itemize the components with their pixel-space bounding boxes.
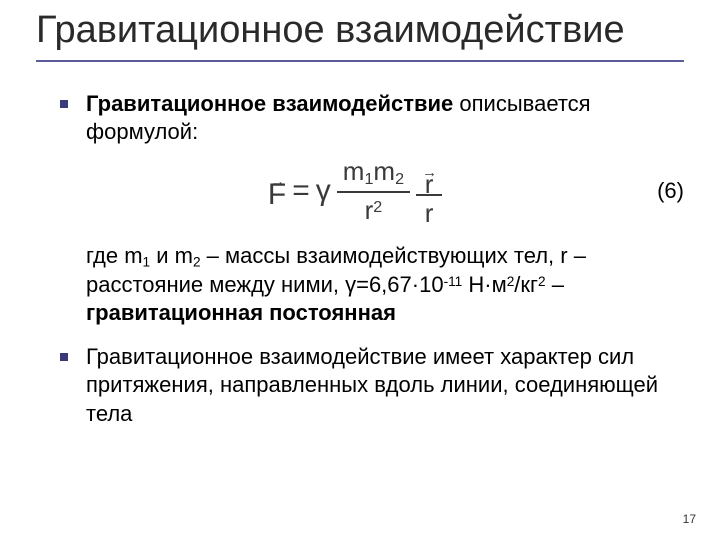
formula-gamma: γ [316,172,331,210]
formula: → F = γ m1m2 r2 → [268,152,442,230]
square-bullet-icon [60,100,68,108]
rvec-sym: r [425,176,434,193]
d-t5: /кг [514,272,538,297]
r-base: r [365,195,374,225]
formula-F: F [268,185,286,205]
m1-base: m [343,156,365,186]
slide: Гравитационное взаимодействие Гравитацио… [0,0,720,540]
equation-number: (6) [624,177,684,205]
description-text: где m1 и m2 – массы взаимодействующих те… [86,242,684,327]
vector-r: → r [422,168,436,193]
page-number: 17 [683,512,696,526]
d-t1: где m [86,243,143,268]
d-t6: – [546,272,564,297]
frac-num-m1m2: m1m2 [337,155,410,193]
d-e1: -11 [444,274,463,289]
d-t4: Н·м [462,272,506,297]
bullet-item-2: Гравитационное взаимодействие имеет хара… [60,343,684,427]
slide-title: Гравитационное взаимодействие [36,0,684,62]
formula-eq: = [292,172,310,210]
d-e3: 2 [538,274,546,289]
d-t2: и m [150,243,193,268]
r-sup: 2 [373,198,382,216]
slide-body: Гравитационное взаимодействие описываетс… [36,90,684,428]
formula-row: → F = γ m1m2 r2 → [86,152,684,230]
formula-container: → F = γ m1m2 r2 → [86,152,624,230]
square-bullet-icon [60,353,68,361]
fraction-unit-vector: → r r [416,152,442,230]
frac-den-r2: r2 [359,193,389,227]
m2-sub: 2 [395,170,404,188]
m2-base: m [373,156,395,186]
item1-text: Гравитационное взаимодействие описываетс… [86,91,591,144]
item2-text: Гравитационное взаимодействие имеет хара… [86,344,658,425]
d-s2: 2 [193,254,201,269]
bullet-item-1: Гравитационное взаимодействие описываетс… [60,90,684,327]
frac-den-r: r [419,196,440,230]
frac-num-rvec: → r [416,152,442,196]
item1-bold: Гравитационное взаимодействие [86,91,453,116]
vector-F: → F [268,177,286,204]
d-s1: 1 [143,254,151,269]
fraction-masses: m1m2 r2 [337,155,410,227]
d-bold: гравитационная постоянная [86,300,396,325]
